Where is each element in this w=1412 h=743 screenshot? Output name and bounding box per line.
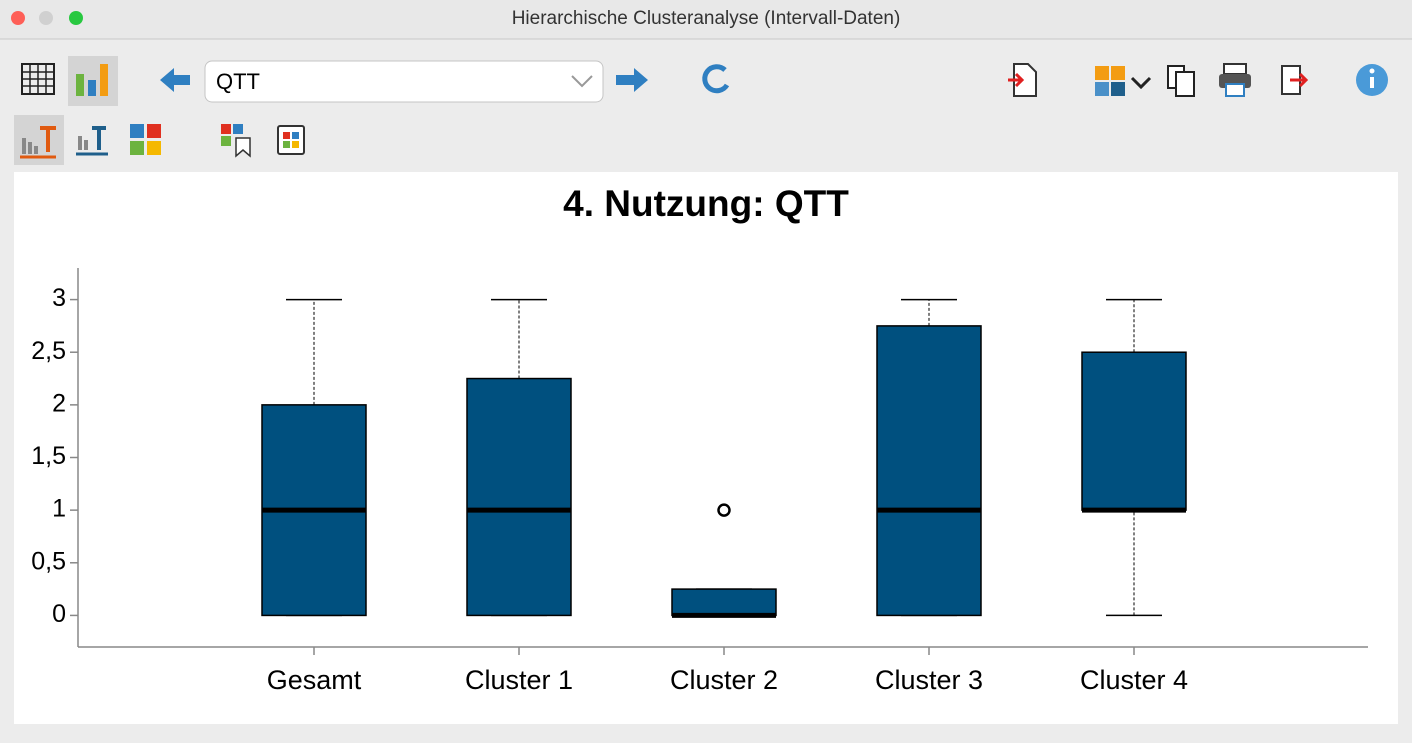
previous-button[interactable] bbox=[160, 68, 190, 92]
zoom-button[interactable] bbox=[69, 11, 83, 25]
chart-view-button[interactable] bbox=[68, 56, 118, 106]
x-tick-label: Cluster 3 bbox=[875, 665, 983, 695]
selector-arrow bbox=[571, 75, 593, 88]
next-button[interactable] bbox=[616, 68, 648, 92]
outlier bbox=[717, 503, 731, 517]
palette-button[interactable] bbox=[277, 125, 305, 155]
labels-on-button[interactable] bbox=[14, 115, 64, 165]
color-bookmark-button[interactable] bbox=[221, 124, 251, 158]
box bbox=[1081, 351, 1187, 511]
window-title: Hierarchische Clusteranalyse (Intervall-… bbox=[512, 8, 901, 29]
y-tick-label: 3 bbox=[52, 284, 66, 312]
close-button[interactable] bbox=[11, 11, 25, 25]
y-tick-label: 0 bbox=[52, 600, 66, 628]
x-tick-label: Cluster 4 bbox=[1080, 665, 1188, 695]
x-tick-label: Gesamt bbox=[267, 665, 362, 695]
variable-selector[interactable] bbox=[204, 60, 604, 103]
module-button[interactable] bbox=[1095, 66, 1152, 96]
print-button[interactable] bbox=[1219, 63, 1251, 97]
minimize-button[interactable] bbox=[39, 11, 53, 25]
close-view-button[interactable] bbox=[1281, 65, 1309, 95]
export-button[interactable] bbox=[1008, 63, 1037, 97]
y-tick-label: 2,5 bbox=[31, 337, 66, 365]
x-tick-label: Cluster 2 bbox=[670, 665, 778, 695]
box bbox=[466, 377, 572, 617]
refresh-button[interactable] bbox=[702, 64, 730, 94]
info-button[interactable] bbox=[1356, 64, 1388, 96]
y-tick-label: 1,5 bbox=[31, 442, 66, 470]
chart-area bbox=[14, 172, 1398, 724]
title-bar bbox=[0, 0, 1412, 39]
y-tick-label: 0,5 bbox=[31, 547, 66, 575]
chart-title: 4. Nutzung: QTT bbox=[563, 183, 849, 224]
table-view-button[interactable] bbox=[21, 63, 55, 95]
labels-button[interactable] bbox=[76, 126, 108, 156]
box bbox=[876, 325, 982, 617]
x-tick-label: Cluster 1 bbox=[465, 665, 573, 695]
y-tick-label: 1 bbox=[52, 495, 66, 523]
y-tick-label: 2 bbox=[52, 389, 66, 417]
copy-button[interactable] bbox=[1167, 65, 1195, 97]
box bbox=[671, 588, 777, 617]
selector-text: QTT bbox=[216, 69, 260, 94]
plot: 0 0,5 1 1,5 2 2,5 3 Gesamt Cluster 1 Cluster 2 Clu… bbox=[31, 284, 1188, 695]
colors-button[interactable] bbox=[130, 124, 161, 155]
